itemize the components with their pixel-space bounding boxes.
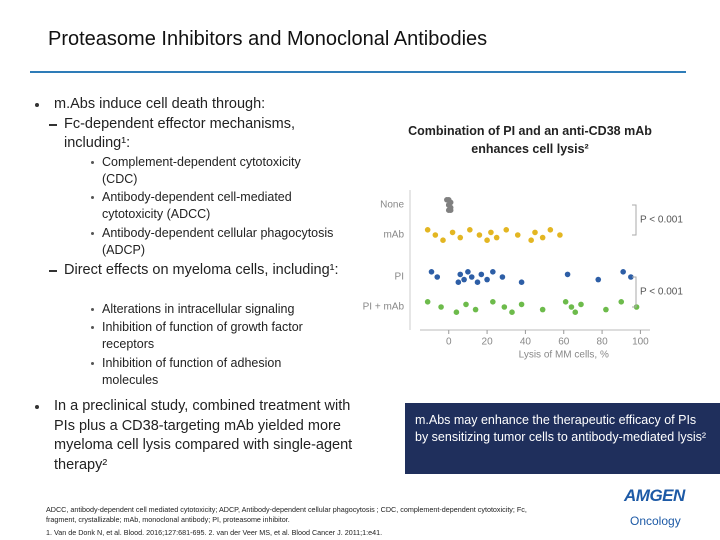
data-point	[572, 309, 579, 316]
sub-sub-bullet: Antibody-dependent cell-mediated cytotox…	[91, 189, 337, 222]
data-point	[428, 269, 435, 275]
data-point	[539, 234, 546, 241]
data-point	[490, 299, 496, 305]
data-point	[518, 301, 525, 308]
chart-title: Combination of PI and an anti-CD38 mAb en…	[408, 124, 652, 156]
bracket	[632, 204, 637, 236]
bracket	[632, 276, 637, 308]
data-point	[424, 299, 431, 305]
sub-sub-bullet: Complement-dependent cytotoxicity (CDC)	[91, 154, 337, 187]
data-point	[628, 274, 634, 280]
bullet: In a preclinical study, combined treatme…	[35, 397, 359, 475]
x-tick-label: 100	[632, 337, 649, 348]
data-point	[440, 237, 446, 243]
data-point	[438, 304, 444, 310]
data-point	[528, 237, 534, 243]
data-point	[509, 309, 515, 316]
x-tick-label: 60	[558, 337, 570, 348]
data-point	[514, 232, 521, 238]
annotation: P < 0.001	[640, 215, 683, 226]
data-point	[457, 271, 464, 278]
data-point	[444, 197, 450, 203]
logo-brand: AMGEN	[624, 486, 685, 505]
y-tick-label: None	[380, 200, 404, 211]
sub-bullet: Direct effects on myeloma cells, includi…	[49, 261, 344, 280]
data-point	[445, 202, 452, 208]
data-point	[447, 207, 454, 213]
annotation: P < 0.001	[640, 287, 683, 298]
data-point	[488, 229, 494, 236]
x-tick-label: 0	[446, 337, 452, 348]
sub-sub-bullet: Antibody-dependent cellular phagocytosis…	[91, 225, 337, 258]
data-point	[455, 279, 462, 286]
data-point	[449, 229, 456, 236]
data-point	[461, 276, 467, 283]
data-point	[503, 227, 510, 233]
data-point	[484, 276, 490, 283]
data-point	[499, 274, 506, 280]
data-point	[424, 227, 431, 233]
data-point	[493, 234, 500, 241]
data-point	[478, 271, 485, 278]
data-point	[578, 301, 584, 308]
data-point	[564, 271, 571, 278]
x-tick-label: 20	[482, 337, 494, 348]
data-point	[501, 304, 508, 310]
y-tick-label: mAb	[383, 230, 404, 241]
data-point	[484, 237, 490, 243]
reference: 1. Van de Donk N, et al. Blood. 2016;127…	[46, 528, 383, 537]
sub-sub-bullet: Alterations in intracellular signaling	[91, 301, 337, 318]
data-point	[518, 279, 525, 286]
sub-bullet: Fc-dependent effector mechanisms, includ…	[49, 115, 344, 153]
data-point	[595, 276, 602, 283]
data-point	[539, 306, 546, 313]
x-tick-label: 40	[520, 337, 532, 348]
data-point	[603, 306, 609, 313]
data-point	[453, 309, 460, 316]
logo-unit: Oncology	[630, 514, 681, 528]
data-point	[557, 232, 563, 238]
sub-sub-bullet: Inhibition of function of adhesion molec…	[91, 355, 337, 388]
data-point	[472, 306, 479, 313]
y-tick-label: PI	[395, 272, 404, 283]
data-point	[568, 304, 575, 310]
x-tick-label: 80	[597, 337, 609, 348]
data-point	[476, 232, 483, 238]
data-point	[465, 269, 471, 275]
data-point	[620, 269, 626, 275]
title-rule	[30, 71, 686, 73]
data-point	[532, 229, 538, 236]
data-point	[618, 299, 625, 305]
data-point	[457, 234, 464, 241]
data-point	[562, 299, 569, 305]
slide-title: Proteasome Inhibitors and Monoclonal Ant…	[48, 28, 488, 50]
chart: Combination of PI and an anti-CD38 mAb en…	[363, 124, 684, 361]
data-point	[547, 227, 554, 233]
data-point	[432, 232, 439, 238]
data-point	[434, 274, 441, 280]
y-tick-label: PI + mAb	[363, 302, 405, 313]
footnote: ADCC, antibody-dependent cell mediated c…	[46, 505, 527, 524]
callout: m.Abs may enhance the therapeutic effica…	[405, 403, 720, 474]
x-axis-label: Lysis of MM cells, %	[519, 350, 609, 361]
data-point	[474, 279, 481, 286]
data-point	[490, 269, 496, 275]
data-point	[468, 274, 475, 280]
data-point	[633, 304, 640, 310]
sub-sub-bullet: Inhibition of function of growth factor …	[91, 319, 337, 352]
bullet: m.Abs induce cell death through:	[35, 95, 354, 114]
data-point	[463, 301, 469, 308]
data-point	[467, 227, 473, 233]
